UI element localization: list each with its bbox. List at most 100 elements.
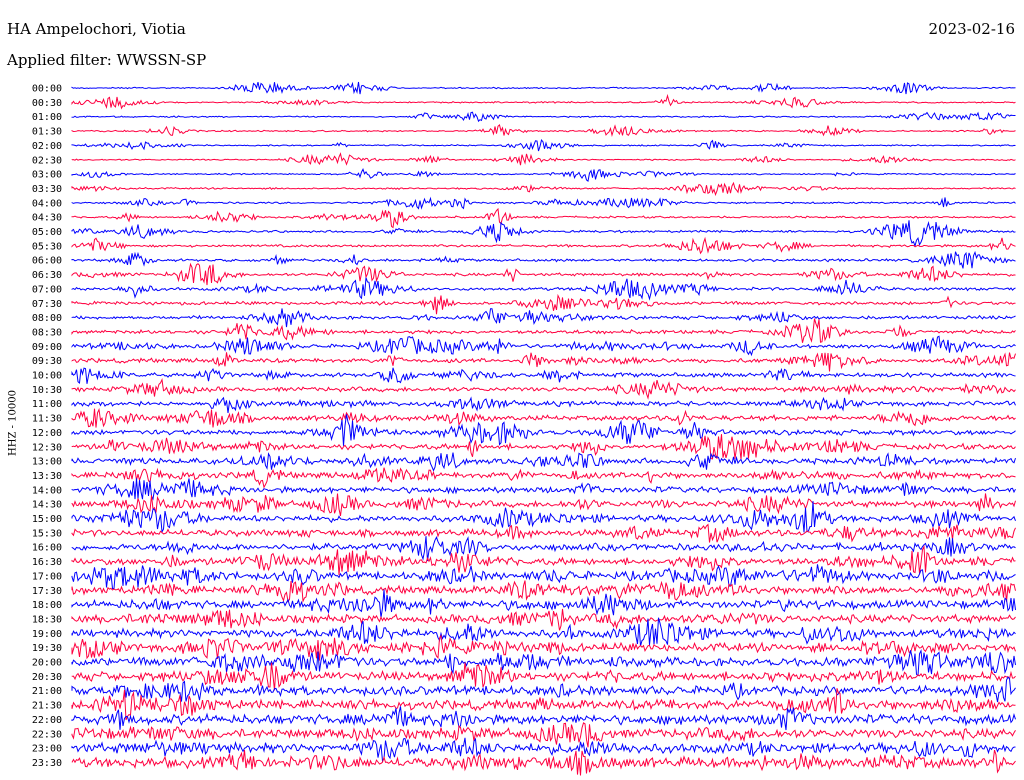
trace-line bbox=[71, 706, 1016, 731]
time-tick-label: 04:30 bbox=[32, 213, 62, 224]
trace-line bbox=[71, 617, 1016, 647]
trace-line bbox=[71, 662, 1016, 691]
time-tick-label: 18:30 bbox=[32, 614, 62, 625]
trace-line bbox=[71, 523, 1016, 543]
trace-line bbox=[71, 168, 1016, 183]
trace-line bbox=[71, 123, 1016, 137]
trace-line bbox=[71, 318, 1016, 343]
time-tick-label: 22:00 bbox=[32, 715, 62, 726]
trace-line bbox=[71, 277, 1016, 301]
time-tick-labels: 00:00 00:30 01:00 01:30 02:00 02:30 03:00 03:30… bbox=[32, 84, 62, 769]
trace-line bbox=[71, 452, 1016, 472]
time-tick-label: 19:30 bbox=[32, 643, 62, 654]
time-tick-label: 13:00 bbox=[32, 457, 62, 468]
time-tick-label: 16:30 bbox=[32, 557, 62, 568]
time-tick-label: 23:30 bbox=[32, 758, 62, 769]
time-tick-label: 02:30 bbox=[32, 155, 62, 166]
trace-line bbox=[71, 688, 1016, 721]
time-tick-label: 17:00 bbox=[32, 571, 62, 582]
trace-line bbox=[71, 367, 1016, 385]
trace-line bbox=[71, 722, 1016, 748]
time-tick-label: 02:00 bbox=[32, 141, 62, 152]
time-tick-label: 19:00 bbox=[32, 629, 62, 640]
trace-line bbox=[71, 589, 1016, 618]
trace-line bbox=[71, 93, 1016, 110]
time-tick-label: 10:30 bbox=[32, 385, 62, 396]
trace-line bbox=[71, 649, 1016, 677]
time-tick-label: 01:30 bbox=[32, 127, 62, 138]
filter-label: Applied filter: WWSSN-SP bbox=[7, 51, 207, 69]
trace-line bbox=[71, 293, 1016, 315]
time-tick-label: 05:30 bbox=[32, 241, 62, 252]
time-tick-label: 17:30 bbox=[32, 586, 62, 597]
time-tick-label: 03:00 bbox=[32, 170, 62, 181]
trace-line bbox=[71, 262, 1016, 286]
trace-line bbox=[71, 111, 1016, 123]
time-tick-label: 16:00 bbox=[32, 543, 62, 554]
time-tick-label: 08:00 bbox=[32, 313, 62, 324]
seismic-traces bbox=[71, 81, 1016, 776]
time-tick-label: 07:30 bbox=[32, 299, 62, 310]
trace-line bbox=[71, 152, 1016, 166]
time-tick-label: 09:00 bbox=[32, 342, 62, 353]
trace-line bbox=[71, 81, 1016, 95]
date-label: 2023-02-16 bbox=[928, 20, 1015, 38]
time-tick-label: 11:30 bbox=[32, 414, 62, 425]
trace-line bbox=[71, 236, 1016, 255]
time-tick-label: 09:30 bbox=[32, 356, 62, 367]
time-tick-label: 21:00 bbox=[32, 686, 62, 697]
time-tick-label: 15:00 bbox=[32, 514, 62, 525]
trace-line bbox=[71, 676, 1016, 703]
trace-line bbox=[71, 220, 1016, 248]
trace-line bbox=[71, 536, 1016, 562]
time-tick-label: 14:00 bbox=[32, 485, 62, 496]
time-tick-label: 00:00 bbox=[32, 84, 62, 95]
trace-line bbox=[71, 196, 1016, 210]
trace-line bbox=[71, 250, 1016, 269]
station-title: HA Ampelochori, Viotia bbox=[7, 20, 186, 38]
time-tick-label: 00:30 bbox=[32, 98, 62, 109]
trace-line bbox=[71, 564, 1016, 589]
trace-line bbox=[71, 434, 1016, 460]
time-tick-label: 12:00 bbox=[32, 428, 62, 439]
trace-line bbox=[71, 634, 1016, 661]
time-tick-label: 20:00 bbox=[32, 658, 62, 669]
time-tick-label: 15:30 bbox=[32, 528, 62, 539]
time-tick-label: 20:30 bbox=[32, 672, 62, 683]
time-tick-label: 08:30 bbox=[32, 327, 62, 338]
time-tick-label: 23:00 bbox=[32, 744, 62, 755]
time-tick-label: 04:00 bbox=[32, 198, 62, 209]
trace-line bbox=[71, 501, 1016, 534]
time-tick-label: 05:00 bbox=[32, 227, 62, 238]
time-tick-label: 10:00 bbox=[32, 371, 62, 382]
trace-line bbox=[71, 407, 1016, 428]
trace-line bbox=[71, 181, 1016, 197]
time-tick-label: 21:30 bbox=[32, 701, 62, 712]
trace-line bbox=[71, 377, 1016, 400]
trace-line bbox=[71, 352, 1016, 372]
trace-line bbox=[71, 544, 1016, 576]
trace-line bbox=[71, 478, 1016, 501]
time-tick-label: 11:00 bbox=[32, 399, 62, 410]
time-tick-label: 12:30 bbox=[32, 442, 62, 453]
trace-line bbox=[71, 737, 1016, 763]
time-tick-label: 03:30 bbox=[32, 184, 62, 195]
time-tick-label: 14:30 bbox=[32, 500, 62, 511]
trace-line bbox=[71, 467, 1016, 489]
time-tick-label: 01:00 bbox=[32, 112, 62, 123]
trace-line bbox=[71, 335, 1016, 357]
time-tick-label: 06:30 bbox=[32, 270, 62, 281]
trace-line bbox=[71, 580, 1016, 604]
trace-line bbox=[71, 207, 1016, 229]
time-tick-label: 18:00 bbox=[32, 600, 62, 611]
trace-line bbox=[71, 139, 1016, 152]
trace-line bbox=[71, 414, 1016, 446]
time-tick-label: 22:30 bbox=[32, 729, 62, 740]
time-tick-label: 06:00 bbox=[32, 256, 62, 267]
trace-line bbox=[71, 749, 1016, 776]
trace-line bbox=[71, 308, 1016, 328]
time-tick-label: 07:00 bbox=[32, 284, 62, 295]
trace-line bbox=[71, 608, 1016, 631]
time-tick-label: 13:30 bbox=[32, 471, 62, 482]
